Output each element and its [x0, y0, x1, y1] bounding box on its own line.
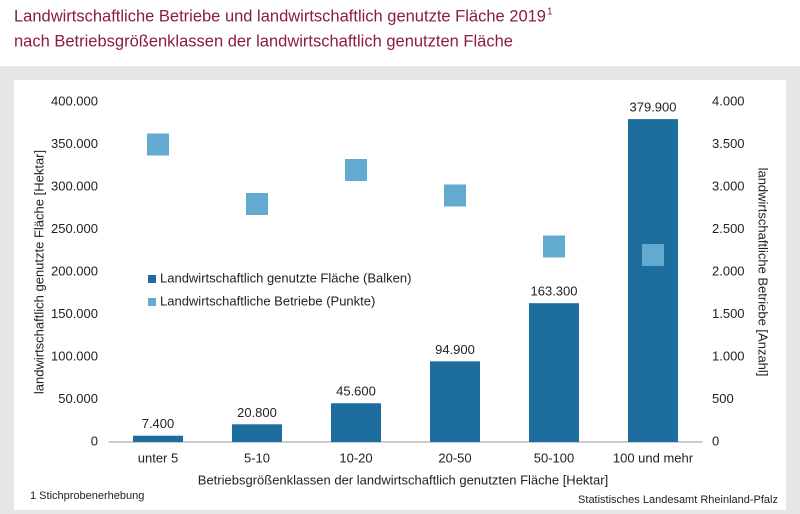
- x-tick-label: 20-50: [438, 450, 471, 465]
- point: [642, 244, 664, 266]
- y2-tick-label: 3.000: [712, 178, 745, 193]
- y-tick-label: 200.000: [51, 263, 98, 278]
- point: [444, 184, 466, 207]
- data-label: 7.400: [142, 416, 175, 431]
- chart-title: Landwirtschaftliche Betriebe und landwir…: [14, 7, 546, 25]
- x-tick-label: unter 5: [138, 450, 178, 465]
- bar: [133, 435, 183, 442]
- bar: [529, 303, 579, 442]
- y-axis-label: landwirtschaftlich genutzte Fläche [Hekt…: [31, 150, 46, 394]
- y2-tick-label: 3.500: [712, 136, 745, 151]
- y2-tick-label: 1.000: [712, 348, 745, 363]
- y-tick-label: 150.000: [51, 306, 98, 321]
- y-tick-label: 250.000: [51, 221, 98, 236]
- y-tick-label: 350.000: [51, 136, 98, 151]
- y2-tick-label: 1.500: [712, 306, 745, 321]
- y-tick-label: 50.000: [58, 391, 98, 406]
- y2-axis-label: landwirtschaftliche Betriebe [Anzahl]: [756, 168, 771, 377]
- y2-tick-label: 0: [712, 433, 719, 448]
- legend-swatch: [148, 275, 156, 283]
- point: [147, 133, 169, 156]
- source: Statistisches Landesamt Rheinland-Pfalz: [578, 494, 778, 506]
- title-superscript: 1: [547, 7, 553, 18]
- legend-label: Landwirtschaftlich genutzte Fläche (Balk…: [160, 270, 411, 285]
- bar: [232, 424, 282, 442]
- data-label: 379.900: [630, 100, 677, 115]
- x-axis-label: Betriebsgrößenklassen der landwirtschaft…: [198, 472, 608, 487]
- x-tick-label: 5-10: [244, 450, 270, 465]
- x-tick-label: 100 und mehr: [613, 450, 694, 465]
- data-label: 45.600: [336, 384, 376, 399]
- bar: [628, 119, 678, 443]
- point: [345, 159, 367, 181]
- y2-tick-label: 4.000: [712, 93, 745, 108]
- data-label: 163.300: [531, 284, 578, 299]
- y2-tick-label: 2.000: [712, 263, 745, 278]
- y2-tick-label: 500: [712, 391, 734, 406]
- footnote: 1 Stichprobenerhebung: [30, 490, 144, 502]
- y2-tick-label: 2.500: [712, 221, 745, 236]
- bar: [430, 361, 480, 442]
- chart-subtitle: nach Betriebsgrößenklassen der landwirts…: [14, 32, 513, 50]
- y-tick-label: 0: [91, 433, 98, 448]
- x-tick-label: 50-100: [534, 450, 574, 465]
- point: [543, 235, 565, 258]
- y-tick-label: 100.000: [51, 348, 98, 363]
- legend-swatch: [148, 298, 156, 306]
- y-tick-label: 400.000: [51, 93, 98, 108]
- bar: [331, 403, 381, 442]
- point: [246, 193, 268, 215]
- y-tick-label: 300.000: [51, 178, 98, 193]
- data-label: 20.800: [237, 405, 277, 420]
- data-label: 94.900: [435, 342, 475, 357]
- legend-label: Landwirtschaftliche Betriebe (Punkte): [160, 293, 375, 308]
- x-tick-label: 10-20: [339, 450, 372, 465]
